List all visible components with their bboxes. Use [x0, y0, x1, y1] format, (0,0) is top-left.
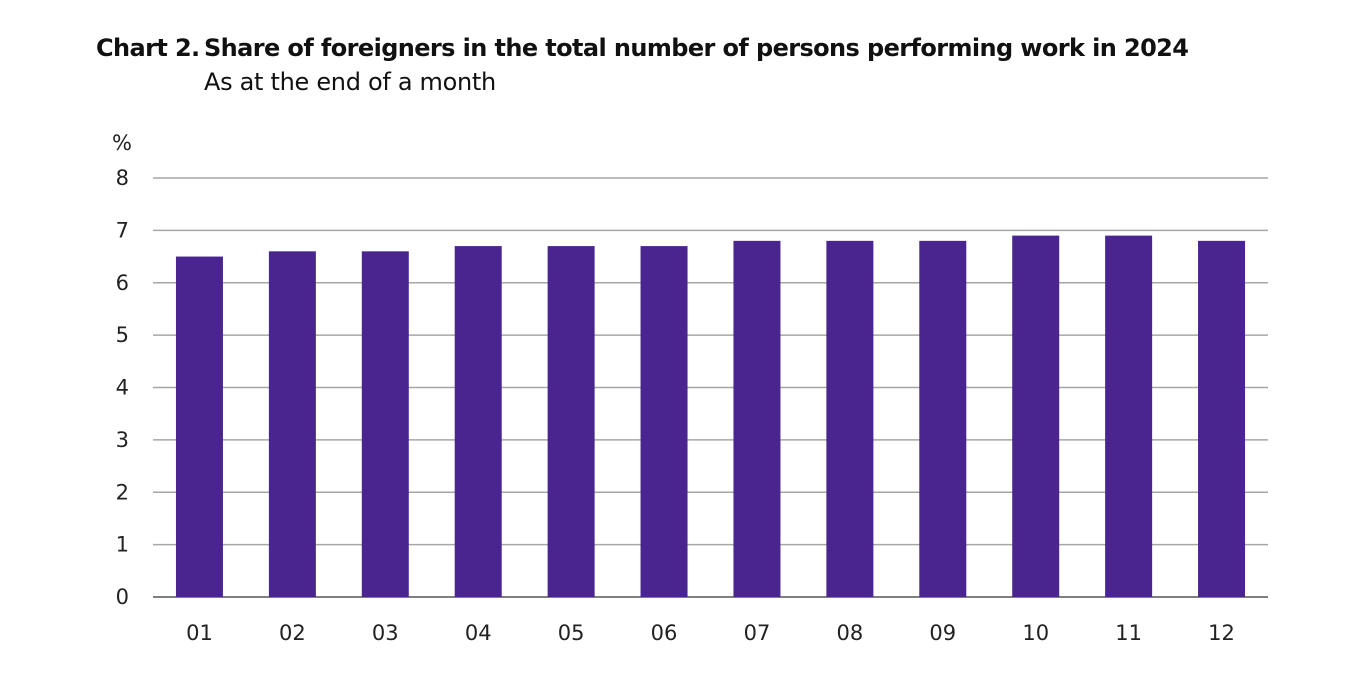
bars — [175, 235, 1246, 598]
bar-11 — [1105, 235, 1153, 598]
x-tick-label: 12 — [1208, 621, 1235, 645]
y-tick-label: 3 — [116, 428, 129, 452]
y-axis-unit-label: % — [112, 131, 132, 155]
bar-10 — [1012, 235, 1060, 598]
bar-09 — [919, 240, 967, 597]
x-tick-label: 01 — [186, 621, 213, 645]
chart-title: Share of foreigners in the total number … — [204, 34, 1189, 62]
x-tick-label: 04 — [465, 621, 492, 645]
x-tick-label: 11 — [1115, 621, 1142, 645]
y-tick-label: 7 — [116, 218, 129, 242]
y-tick-label: 6 — [116, 271, 129, 295]
gridlines — [153, 177, 1268, 598]
chart-subtitle: As at the end of a month — [204, 68, 496, 96]
x-tick-label: 03 — [372, 621, 399, 645]
bar-08 — [826, 240, 874, 597]
x-tick-label: 05 — [558, 621, 585, 645]
y-tick-label: 5 — [116, 323, 129, 347]
y-tick-label: 1 — [116, 533, 129, 557]
x-tick-label: 07 — [744, 621, 771, 645]
bar-07 — [733, 240, 781, 597]
x-tick-label: 06 — [651, 621, 678, 645]
x-tick-label: 09 — [929, 621, 956, 645]
y-axis-tick-labels: 0 1 2 3 4 5 6 7 8 — [116, 166, 129, 609]
bar-03 — [361, 251, 409, 597]
y-tick-label: 0 — [116, 585, 129, 609]
x-tick-label: 10 — [1022, 621, 1049, 645]
y-tick-label: 8 — [116, 166, 129, 190]
bar-05 — [547, 246, 595, 597]
bar-02 — [268, 251, 316, 597]
y-tick-label: 4 — [116, 376, 129, 400]
y-tick-label: 2 — [116, 480, 129, 504]
x-tick-label: 08 — [837, 621, 864, 645]
bar-01 — [175, 256, 223, 597]
x-tick-label: 02 — [279, 621, 306, 645]
bar-12 — [1198, 240, 1246, 597]
bar-06 — [640, 246, 688, 597]
x-axis-tick-labels: 01 02 03 04 05 06 07 08 09 10 11 12 — [186, 621, 1235, 645]
bar-04 — [454, 246, 502, 597]
chart-title-prefix: Chart 2. — [96, 34, 200, 62]
